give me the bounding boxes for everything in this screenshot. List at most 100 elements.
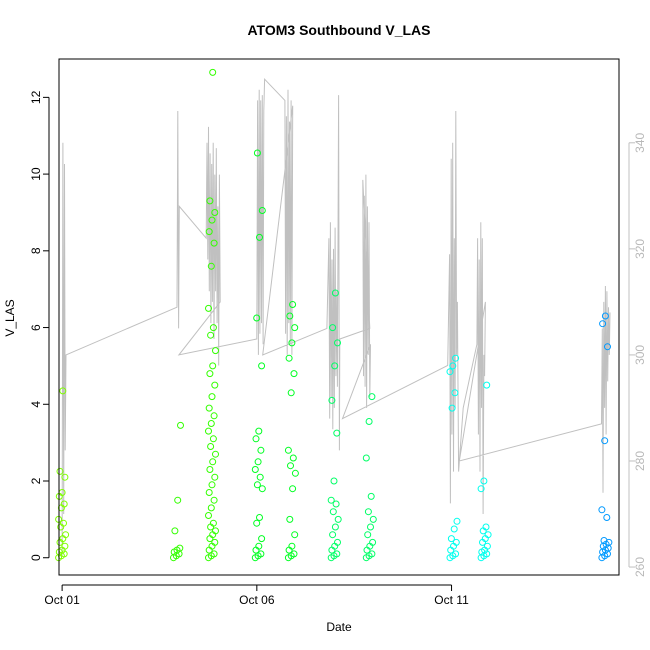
data-point [328,396,336,404]
data-point [450,525,458,533]
data-point [212,527,219,535]
data-point [207,504,215,512]
secondary-y-tick-label: 340 [633,132,647,152]
data-point [209,435,217,443]
data-point [447,535,455,543]
x-tick-label: Oct 11 [434,593,469,607]
data-point [365,418,373,425]
data-point [254,458,262,466]
data-point [251,466,259,473]
data-point [255,427,263,435]
y-tick-label: 0 [29,554,43,561]
data-point [598,506,606,514]
data-point [330,477,338,485]
data-point [253,519,261,527]
secondary-y-tick-label: 320 [633,239,647,259]
y-tick-label: 10 [29,167,43,181]
chart-title: ATOM3 Southbound V_LAS [247,22,430,38]
data-point [208,216,216,224]
data-point [257,550,265,558]
secondary-y-tick-label: 280 [633,451,647,471]
data-point [369,538,377,546]
data-point [212,347,219,355]
data-point [258,485,266,493]
y-tick-label: 8 [29,247,43,254]
data-point [291,531,299,539]
data-point [207,420,215,427]
data-point [289,485,297,493]
data-point [329,324,337,332]
y-tick-label: 2 [29,477,43,484]
data-point [177,421,184,429]
data-point [332,500,340,508]
plot-area: 0 2 4 6 8 10 12 Oct 01 Oct 06 Oct 11 260 280 300 320 3… [29,58,647,607]
data-point [210,412,218,420]
data-point [331,523,339,531]
data-point [369,515,377,523]
data-point [207,331,215,339]
data-point [452,538,460,546]
data-point [599,320,607,328]
data-point [206,197,214,205]
data-point [205,489,213,496]
data-point [62,531,70,539]
data-point [210,496,218,504]
data-point [209,458,217,466]
data-point [255,542,263,550]
data-point [285,354,293,362]
data-point [171,527,179,535]
data-point [286,312,294,320]
secondary-y-tick-label: 260 [633,557,647,577]
data-point [174,496,182,504]
data-point [449,362,457,370]
data-point [284,446,292,454]
data-point [331,362,339,370]
data-point [209,362,217,370]
data-point [480,477,488,485]
data-point [484,531,492,539]
data-point [61,542,69,550]
data-point [205,404,213,412]
data-point [289,454,297,462]
data-point [60,500,68,508]
data-point [483,381,491,389]
data-point [256,473,264,481]
data-point [290,370,298,378]
data-point [206,466,214,473]
x-axis-label: Date [326,620,352,634]
plot-frame [58,58,620,576]
data-point [290,550,298,558]
data-point [451,389,459,397]
data-point [333,429,341,437]
data-point [256,514,263,521]
data-point [210,239,218,247]
data-point [483,542,491,550]
data-point [287,389,295,397]
data-point [327,496,335,504]
data-point [60,519,67,527]
data-point [288,542,296,550]
data-point [601,312,609,320]
data-point [368,393,376,401]
data-point [329,508,337,516]
data-point [209,324,217,332]
data-point [211,381,219,389]
data-point [291,469,299,477]
data-point [604,343,611,351]
data-point [59,387,67,395]
data-point [289,301,297,308]
data-point [209,68,217,76]
data-point [331,289,339,297]
data-point [258,207,266,214]
series-line-0 [61,77,611,557]
data-point [252,435,260,443]
data-point [364,508,372,516]
data-point [287,462,294,470]
data-point [603,514,611,521]
data-point [176,544,184,552]
data-point [211,473,219,481]
data-point [452,354,460,362]
data-point [477,485,485,493]
data-point [362,454,370,462]
